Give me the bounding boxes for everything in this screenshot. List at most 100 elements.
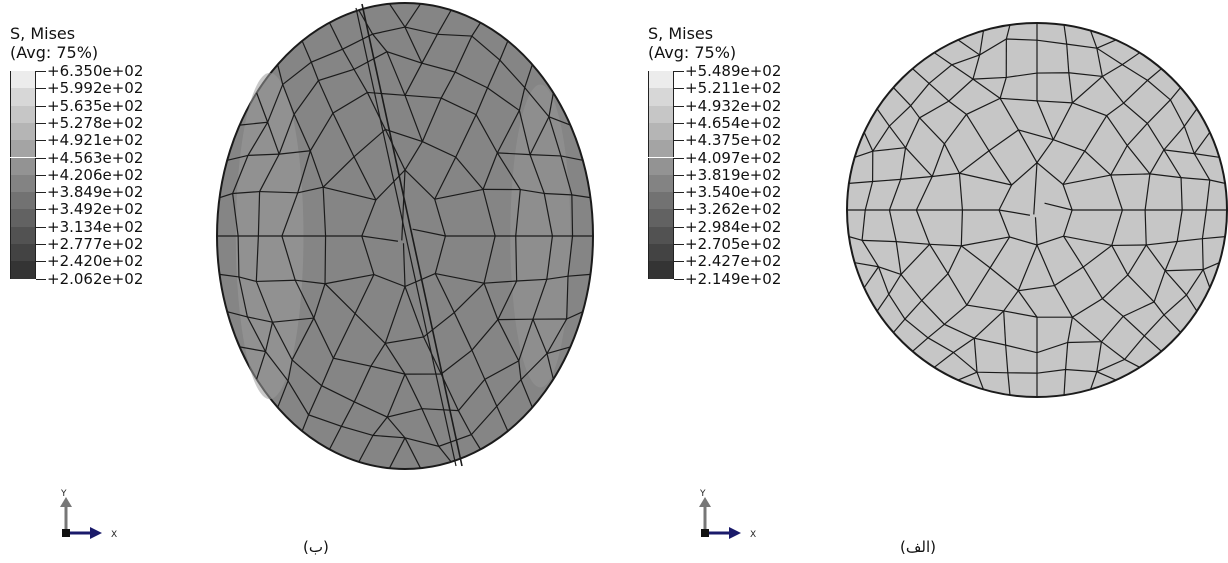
legend-tick: [36, 244, 46, 245]
legend-tick: [674, 71, 684, 72]
legend-value: +4.654e+02: [685, 113, 782, 132]
legend-value: +4.097e+02: [685, 148, 782, 167]
legend-value: +5.489e+02: [685, 62, 782, 80]
legend-title: S, Mises: [10, 24, 76, 43]
axis-triad: Y X: [699, 489, 756, 540]
stress-legend: S, Mises (Avg: 75%) +6.350e+02 +5.992e+02…: [10, 24, 143, 286]
legend-tick: [36, 209, 46, 211]
legend-tick: [36, 140, 46, 142]
legend-swatch: [10, 226, 36, 244]
legend-swatch: [10, 192, 36, 210]
axis-x-label: X: [750, 530, 756, 540]
legend-value: +2.149e+02: [685, 269, 782, 288]
legend-value: +3.262e+02: [685, 200, 782, 219]
panel-undeformed: Y X S, Mises (Avg: 75%) +5.489e+02 +5.211…: [614, 0, 1228, 563]
legend-value: +5.635e+02: [47, 96, 144, 115]
legend-swatch: [10, 105, 36, 123]
legend-tick: [674, 157, 684, 159]
axis-y-label: Y: [60, 489, 67, 499]
legend-tick: [674, 209, 684, 211]
element-edges: [847, 23, 1227, 397]
legend-subtitle: (Avg: 75%): [10, 43, 99, 62]
legend-scale: +6.350e+02 +5.992e+02 +5.635e+02 +5.278e+02…: [10, 64, 143, 286]
legend-swatch: [648, 71, 674, 89]
legend-value: +4.206e+02: [47, 165, 144, 184]
legend-swatch: [10, 244, 36, 262]
legend-value: +6.350e+02: [47, 62, 144, 80]
legend-tick: [674, 261, 684, 263]
legend-swatch: [10, 261, 36, 279]
stress-legend: S, Mises (Avg: 75%) +5.489e+02 +5.211e+02…: [648, 24, 781, 286]
legend-swatch: [10, 122, 36, 141]
deformed-mesh-plot: Y X: [60, 2, 594, 540]
legend-tick: [36, 71, 46, 72]
legend-tick: [674, 278, 684, 280]
legend-tick: [36, 192, 46, 194]
legend-swatch: [10, 140, 36, 158]
legend-value: +2.420e+02: [47, 252, 144, 271]
legend-tick: [674, 122, 684, 124]
legend-value: +2.777e+02: [47, 235, 144, 253]
legend-swatch: [10, 157, 36, 175]
legend-value: +5.211e+02: [685, 79, 782, 98]
legend-swatch: [10, 88, 36, 106]
legend-value: +3.849e+02: [47, 183, 144, 202]
legend-swatch: [10, 209, 36, 227]
legend-swatch: [648, 261, 674, 279]
legend-swatch: [648, 122, 674, 141]
legend-tick: [36, 88, 46, 90]
legend-tick: [36, 174, 46, 176]
legend-swatch: [648, 88, 674, 106]
deformed-mesh: [216, 2, 594, 470]
legend-value: +3.819e+02: [685, 165, 782, 184]
legend-value: +4.921e+02: [47, 131, 144, 150]
legend-value: +2.427e+02: [685, 252, 782, 271]
legend-tick: [674, 174, 684, 176]
legend-value: +3.134e+02: [47, 217, 144, 236]
panel-deformed: Y X S, Mises (Avg: 75%) +6.350e+02 +5.992…: [10, 2, 594, 556]
legend-tick: [674, 140, 684, 142]
undeformed-mesh: [846, 22, 1228, 398]
legend-value: +4.375e+02: [685, 131, 782, 150]
axis-x-label: X: [111, 530, 117, 540]
legend-value: +5.992e+02: [47, 79, 144, 98]
legend-tick: [674, 244, 684, 245]
legend-tick: [36, 105, 46, 107]
legend-subtitle: (Avg: 75%): [648, 43, 737, 62]
legend-swatch: [648, 226, 674, 244]
legend-value: +5.278e+02: [47, 113, 144, 132]
legend-swatch: [648, 244, 674, 262]
legend-swatch: [10, 174, 36, 193]
legend-value: +2.984e+02: [685, 217, 782, 236]
legend-swatch: [648, 105, 674, 123]
legend-title: S, Mises: [648, 24, 714, 43]
legend-tick: [674, 226, 684, 228]
legend-scale: +5.489e+02 +5.211e+02 +4.932e+02 +4.654e+02…: [648, 64, 781, 286]
legend-swatch: [648, 140, 674, 158]
legend-tick: [36, 278, 46, 280]
axis-y-label: Y: [699, 489, 706, 499]
legend-tick: [36, 122, 46, 124]
legend-tick: [36, 157, 46, 159]
legend-value: +2.062e+02: [47, 269, 144, 288]
legend-swatch: [648, 209, 674, 227]
legend-tick: [36, 261, 46, 263]
legend-tick: [674, 105, 684, 107]
legend-tick: [674, 192, 684, 194]
legend-value: +2.705e+02: [685, 235, 782, 253]
panel-caption: (الف): [900, 538, 936, 556]
legend-tick: [36, 226, 46, 228]
legend-swatch: [648, 157, 674, 175]
legend-value: +4.563e+02: [47, 148, 144, 167]
legend-swatch: [10, 71, 36, 89]
axis-triad: Y X: [60, 489, 117, 540]
legend-swatch: [648, 174, 674, 193]
element-edges: [217, 3, 593, 469]
legend-tick: [674, 88, 684, 90]
panel-caption: (ب): [303, 538, 329, 556]
legend-value: +3.492e+02: [47, 200, 144, 219]
legend-value: +4.932e+02: [685, 96, 782, 115]
undeformed-mesh-plot: Y X: [699, 22, 1228, 540]
legend-swatch: [648, 192, 674, 210]
legend-value: +3.540e+02: [685, 183, 782, 202]
